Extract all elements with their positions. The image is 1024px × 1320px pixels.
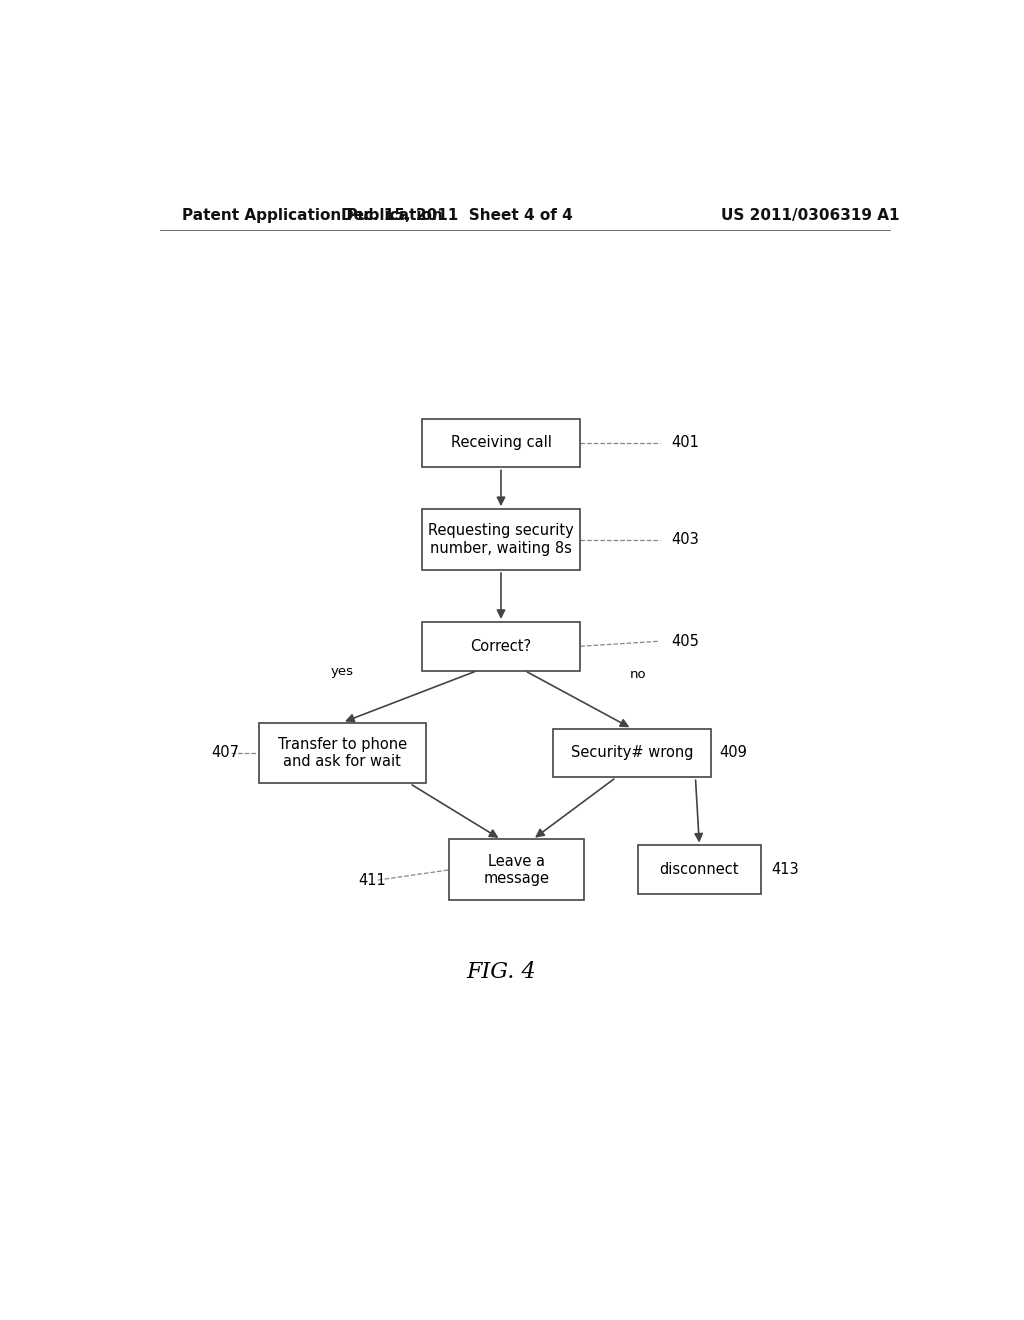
Text: 405: 405 — [672, 634, 699, 648]
Text: FIG. 4: FIG. 4 — [466, 961, 536, 982]
FancyBboxPatch shape — [553, 729, 712, 777]
Text: no: no — [630, 668, 646, 681]
Text: 407: 407 — [211, 746, 240, 760]
Text: Security# wrong: Security# wrong — [570, 746, 693, 760]
Text: 401: 401 — [672, 436, 699, 450]
Text: US 2011/0306319 A1: US 2011/0306319 A1 — [721, 207, 900, 223]
Text: Transfer to phone
and ask for wait: Transfer to phone and ask for wait — [278, 737, 407, 770]
FancyBboxPatch shape — [422, 622, 581, 671]
FancyBboxPatch shape — [422, 418, 581, 467]
FancyBboxPatch shape — [450, 840, 585, 900]
Text: Dec. 15, 2011  Sheet 4 of 4: Dec. 15, 2011 Sheet 4 of 4 — [341, 207, 573, 223]
Text: disconnect: disconnect — [659, 862, 739, 878]
Text: Correct?: Correct? — [470, 639, 531, 653]
FancyBboxPatch shape — [638, 846, 761, 894]
FancyBboxPatch shape — [422, 510, 581, 570]
Text: 413: 413 — [771, 862, 799, 878]
Text: Receiving call: Receiving call — [451, 436, 552, 450]
Text: Patent Application Publication: Patent Application Publication — [182, 207, 442, 223]
Text: Leave a
message: Leave a message — [484, 854, 550, 886]
Text: Requesting security
number, waiting 8s: Requesting security number, waiting 8s — [428, 523, 573, 556]
Text: 411: 411 — [358, 873, 386, 887]
Text: 409: 409 — [719, 746, 748, 760]
Text: 403: 403 — [672, 532, 699, 546]
Text: yes: yes — [331, 665, 353, 677]
FancyBboxPatch shape — [259, 722, 426, 784]
